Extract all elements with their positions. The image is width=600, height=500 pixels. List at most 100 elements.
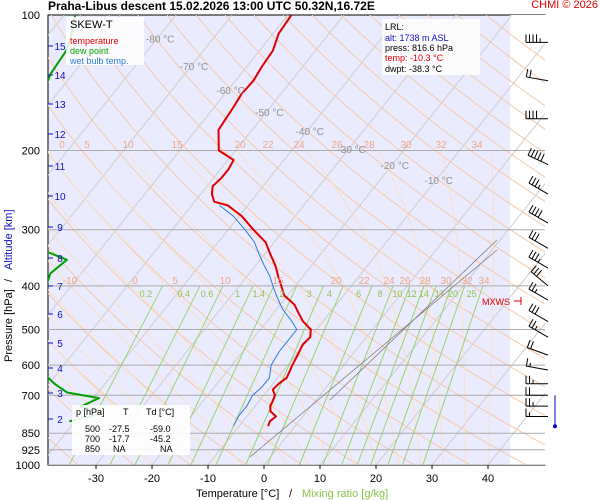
x-tick-label: 30 <box>426 473 438 485</box>
mixing-ratio-line <box>245 285 324 465</box>
mixing-ratio-label: 14 <box>419 289 429 299</box>
theta-label: 24 <box>293 140 305 151</box>
wind-barb-flag <box>534 233 540 242</box>
isotherm-line <box>95 15 457 465</box>
theta-label: 28 <box>419 276 431 287</box>
wind-barb <box>528 249 549 269</box>
y-tick-label: 700 <box>22 390 40 402</box>
wind-barb <box>525 358 549 371</box>
wind-barb-flag <box>525 358 529 367</box>
y-axis-title-altitude: Altitude [km] <box>3 209 15 270</box>
wind-barb-flag <box>540 153 545 162</box>
mixing-ratio-line <box>422 285 484 465</box>
altitude-tick-label: 7 <box>57 282 63 293</box>
mixing-ratio-label: 0.4 <box>177 289 190 299</box>
wind-barb-flag <box>530 265 537 273</box>
theta-label: 32 <box>435 140 447 151</box>
mixing-ratio-label: 8 <box>378 289 383 299</box>
x-axis-title-mixing: Mixing ratio [g/kg] <box>302 488 388 500</box>
mixing-ratio-label: 1.4 <box>253 289 266 299</box>
lrl-info: LRL: alt: 1738 m ASL press: 816.6 hPa te… <box>382 19 480 75</box>
wind-barb-flag <box>534 306 540 315</box>
dry-adiabat-line <box>253 15 545 253</box>
isotherm-line <box>431 322 545 465</box>
wind-barb-staff <box>528 310 549 322</box>
wind-barb-flag <box>537 210 543 218</box>
altitude-tick-label: 6 <box>57 310 63 321</box>
isotherm-line <box>48 15 401 456</box>
mixing-ratio-label: 10 <box>392 289 402 299</box>
x-tick-label: -20 <box>144 473 160 485</box>
isotherm-line <box>151 15 513 465</box>
table-cell: NA <box>160 444 173 454</box>
theta-label: 0 <box>59 140 65 151</box>
theta-label: 20 <box>330 276 342 287</box>
mixing-ratio-label: 0.2 <box>140 289 153 299</box>
wind-barb <box>528 319 549 338</box>
theta-label: 32 <box>461 276 473 287</box>
legend-dewpoint: dew point <box>70 46 109 56</box>
mixing-ratio-label: 17 <box>435 289 445 299</box>
wind-barb-flag <box>534 326 538 330</box>
theta-label: 15 <box>171 140 183 151</box>
level-table: p [hPa] T Td [°C] 500 -27.5 -59.0 700 -1… <box>72 405 190 455</box>
altitude-tick-label: 3 <box>57 389 63 400</box>
theta-label: 26 <box>331 140 343 151</box>
altitude-tick-label: 4 <box>57 364 63 375</box>
lrl-dwpt: dwpt: -38.3 °C <box>385 64 443 74</box>
mixing-ratio-line <box>190 285 275 465</box>
theta-label: 10 <box>122 140 134 151</box>
wind-barb <box>528 175 549 195</box>
wind-barb <box>528 303 549 322</box>
isotherm-label: -40 °C <box>296 127 324 138</box>
altitude-tick-label: 12 <box>54 130 66 141</box>
wind-barb <box>526 339 549 356</box>
legend-wetbulb: wet bulb temp. <box>69 56 129 66</box>
y-tick-label: 500 <box>22 325 40 337</box>
altitude-tick-label: 2 <box>57 415 63 426</box>
altitude-tick-label: 11 <box>55 162 66 173</box>
wind-barb-flag <box>528 319 534 327</box>
mixing-ratio-label: 2 <box>279 289 284 299</box>
wind-barb <box>528 230 549 249</box>
wind-barb-staff <box>530 271 549 287</box>
wind-barb-flag <box>534 253 540 261</box>
wind-barb-flag <box>529 362 531 367</box>
wind-barb <box>527 147 549 166</box>
isotherm-label: -10 °C <box>425 176 453 187</box>
wind-barb-flag <box>531 305 537 313</box>
mixing-ratio-line <box>215 285 297 465</box>
x-tick-label: 0 <box>261 473 267 485</box>
wind-barb-flag <box>534 179 540 187</box>
theta-label: 34 <box>471 140 483 151</box>
wind-barb <box>525 408 548 417</box>
wind-barb-flag <box>531 177 537 186</box>
wind-barb-flag <box>529 69 532 78</box>
table-cell: -45.2 <box>150 434 171 444</box>
x-tick-label: -30 <box>88 473 104 485</box>
table-cell: 500 <box>85 424 100 434</box>
theta-label: 26 <box>399 276 411 287</box>
table-header-p: p [hPa] <box>76 407 105 417</box>
mixing-ratio-line <box>401 285 466 465</box>
altitude-tick-label: 14 <box>54 71 66 82</box>
isotherm-line <box>48 15 177 176</box>
theta-label: 20 <box>234 140 246 151</box>
isotherm-label: -70 °C <box>180 62 208 73</box>
y-tick-label: 400 <box>22 281 40 293</box>
wind-barb-flag <box>531 251 537 260</box>
wind-barb <box>525 34 548 43</box>
x-tick-label: 40 <box>482 473 494 485</box>
table-cell: NA <box>113 444 126 454</box>
mixing-ratio-label: 3 <box>307 289 312 299</box>
wind-barb-flag <box>526 339 531 348</box>
theta-label: 24 <box>383 276 395 287</box>
dry-adiabat-line <box>137 15 545 360</box>
y-tick-label: 925 <box>22 445 40 457</box>
wind-barb-flag <box>537 258 541 263</box>
mixing-ratio-label: 12 <box>407 289 417 299</box>
mixing-ratio-line <box>356 285 425 465</box>
y-axis-title-pressure: Pressure [hPa] <box>3 289 15 362</box>
x-tick-label: -10 <box>200 473 216 485</box>
